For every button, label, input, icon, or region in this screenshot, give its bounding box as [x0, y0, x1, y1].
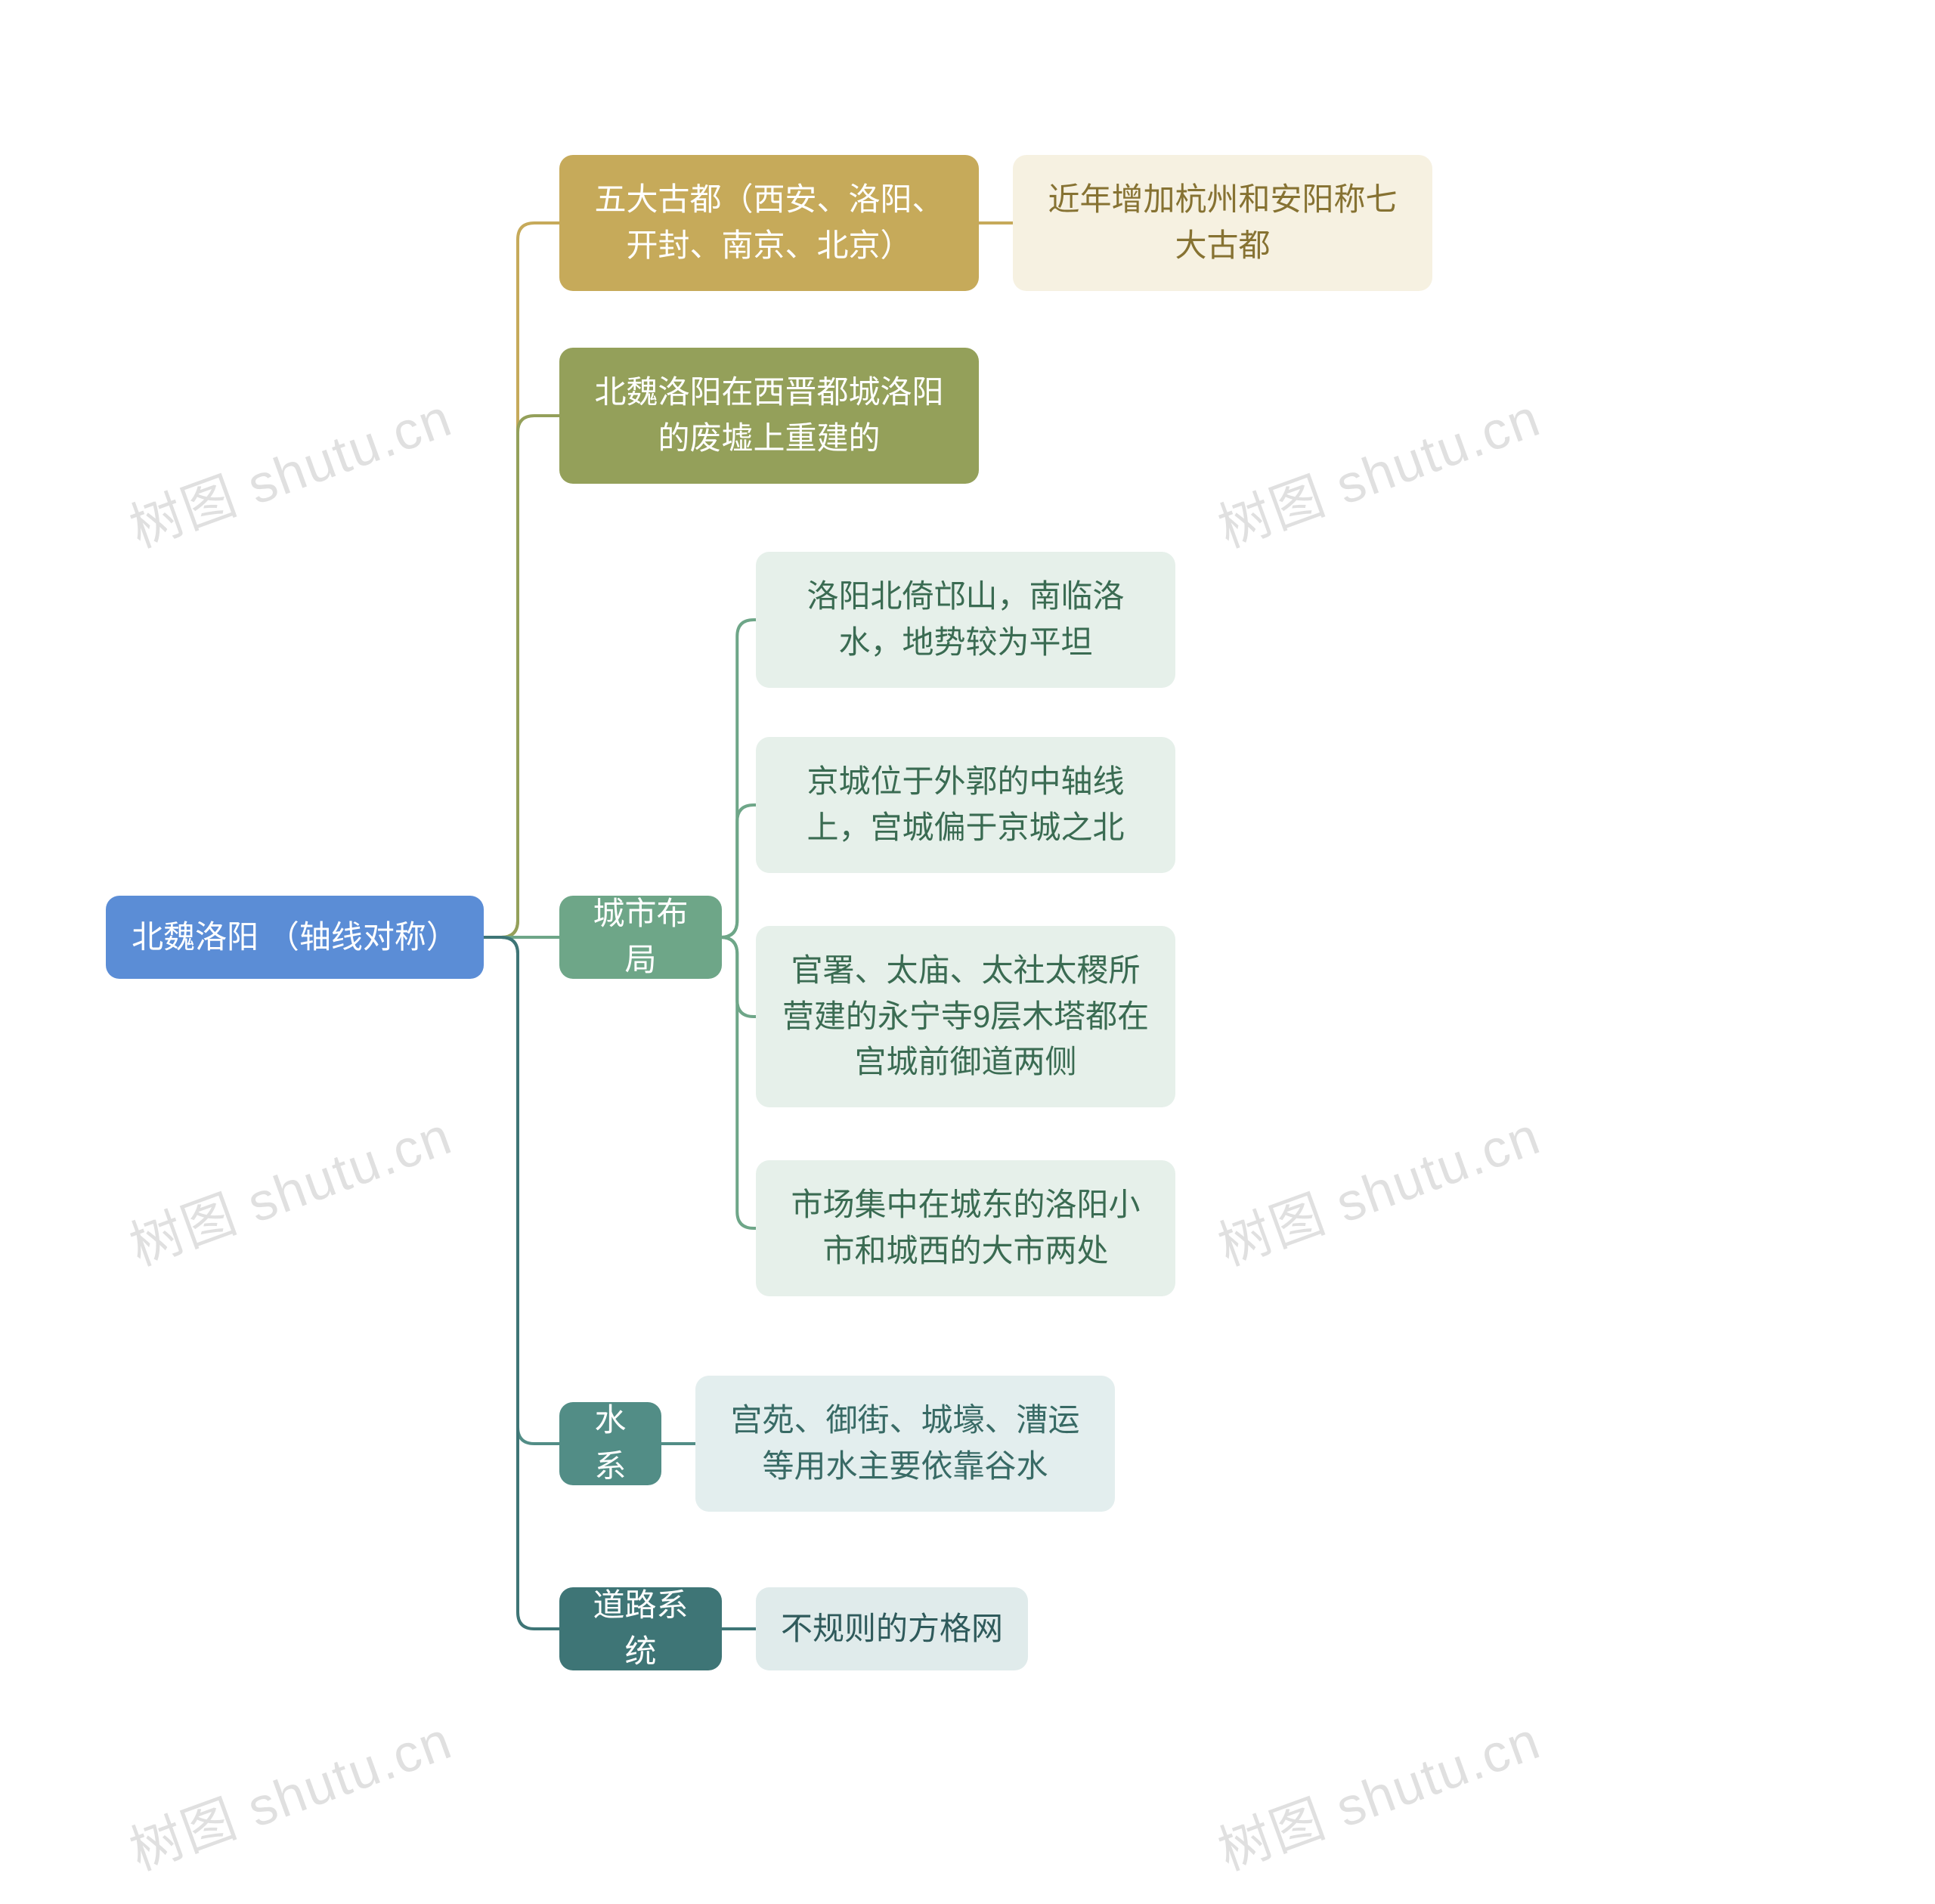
connector-root-n2 — [484, 416, 559, 937]
mindmap-node-label: 北魏洛阳 （轴线对称） — [132, 915, 458, 961]
mindmap-node-n1a: 近年增加杭州和安阳称七大古都 — [1013, 155, 1432, 291]
watermark: 树图 shutu.cn — [1206, 1094, 1550, 1280]
mindmap-node-n4: 水系 — [559, 1402, 661, 1485]
connector-n3-n3c — [720, 937, 756, 1017]
mindmap-node-label: 水系 — [580, 1398, 640, 1490]
connector-root-n1 — [484, 223, 559, 937]
mindmap-canvas: 北魏洛阳 （轴线对称） 五大古都（西安、洛阳、开封、南京、北京） 近年增加杭州和安阳… — [0, 0, 1935, 1904]
connector-root-n5 — [484, 937, 559, 1629]
mindmap-node-label: 五大古都（西安、洛阳、开封、南京、北京） — [580, 177, 958, 269]
watermark: 树图 shutu.cn — [118, 1698, 461, 1885]
mindmap-node-n5a: 不规则的方格网 — [756, 1587, 1028, 1670]
mindmap-node-label: 道路系统 — [580, 1583, 701, 1675]
mindmap-node-label: 不规则的方格网 — [781, 1606, 1003, 1652]
mindmap-node-n3c: 官署、太庙、太社太稷所营建的永宁寺9层木塔都在宫城前御道两侧 — [756, 926, 1175, 1107]
watermark: 树图 shutu.cn — [118, 1094, 461, 1280]
connector-n3-n3d — [720, 937, 756, 1228]
mindmap-node-label: 官署、太庙、太社太稷所营建的永宁寺9层木塔都在宫城前御道两侧 — [777, 948, 1154, 1086]
watermark: 树图 shutu.cn — [118, 376, 461, 562]
mindmap-node-label: 城市布局 — [580, 891, 701, 983]
connector-n3-n3b — [720, 805, 756, 937]
mindmap-node-n5: 道路系统 — [559, 1587, 722, 1670]
mindmap-node-n2: 北魏洛阳在西晋都城洛阳的废墟上重建的 — [559, 348, 979, 484]
mindmap-node-label: 北魏洛阳在西晋都城洛阳的废墟上重建的 — [580, 370, 958, 462]
mindmap-node-n3b: 京城位于外郭的中轴线上，宫城偏于京城之北 — [756, 737, 1175, 873]
mindmap-node-label: 洛阳北倚邙山，南临洛水，地势较为平坦 — [777, 574, 1154, 666]
watermark: 树图 shutu.cn — [1206, 376, 1550, 562]
mindmap-node-n1: 五大古都（西安、洛阳、开封、南京、北京） — [559, 155, 979, 291]
connector-n3-n3a — [720, 620, 756, 937]
mindmap-node-n3d: 市场集中在城东的洛阳小市和城西的大市两处 — [756, 1160, 1175, 1296]
mindmap-node-n3: 城市布局 — [559, 896, 722, 979]
mindmap-node-label: 市场集中在城东的洛阳小市和城西的大市两处 — [777, 1182, 1154, 1274]
connector-root-n4 — [484, 937, 559, 1444]
mindmap-node-n3a: 洛阳北倚邙山，南临洛水，地势较为平坦 — [756, 552, 1175, 688]
mindmap-node-label: 宫苑、御街、城壕、漕运等用水主要依靠谷水 — [717, 1398, 1094, 1490]
mindmap-node-root: 北魏洛阳 （轴线对称） — [106, 896, 484, 979]
mindmap-node-label: 京城位于外郭的中轴线上，宫城偏于京城之北 — [777, 759, 1154, 851]
mindmap-node-label: 近年增加杭州和安阳称七大古都 — [1034, 177, 1411, 269]
mindmap-node-n4a: 宫苑、御街、城壕、漕运等用水主要依靠谷水 — [695, 1376, 1115, 1512]
watermark: 树图 shutu.cn — [1206, 1698, 1550, 1885]
